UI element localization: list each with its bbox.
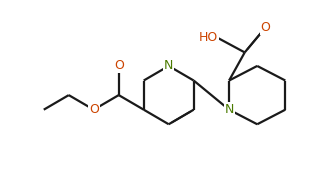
Text: HO: HO <box>198 31 218 44</box>
Text: N: N <box>224 103 234 116</box>
Text: N: N <box>164 59 173 73</box>
Text: O: O <box>89 103 99 116</box>
Text: O: O <box>261 21 270 34</box>
Text: O: O <box>114 59 124 73</box>
